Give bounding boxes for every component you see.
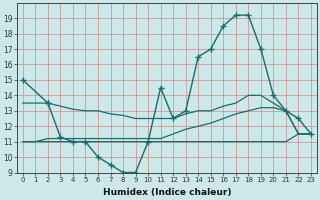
X-axis label: Humidex (Indice chaleur): Humidex (Indice chaleur) xyxy=(103,188,231,197)
